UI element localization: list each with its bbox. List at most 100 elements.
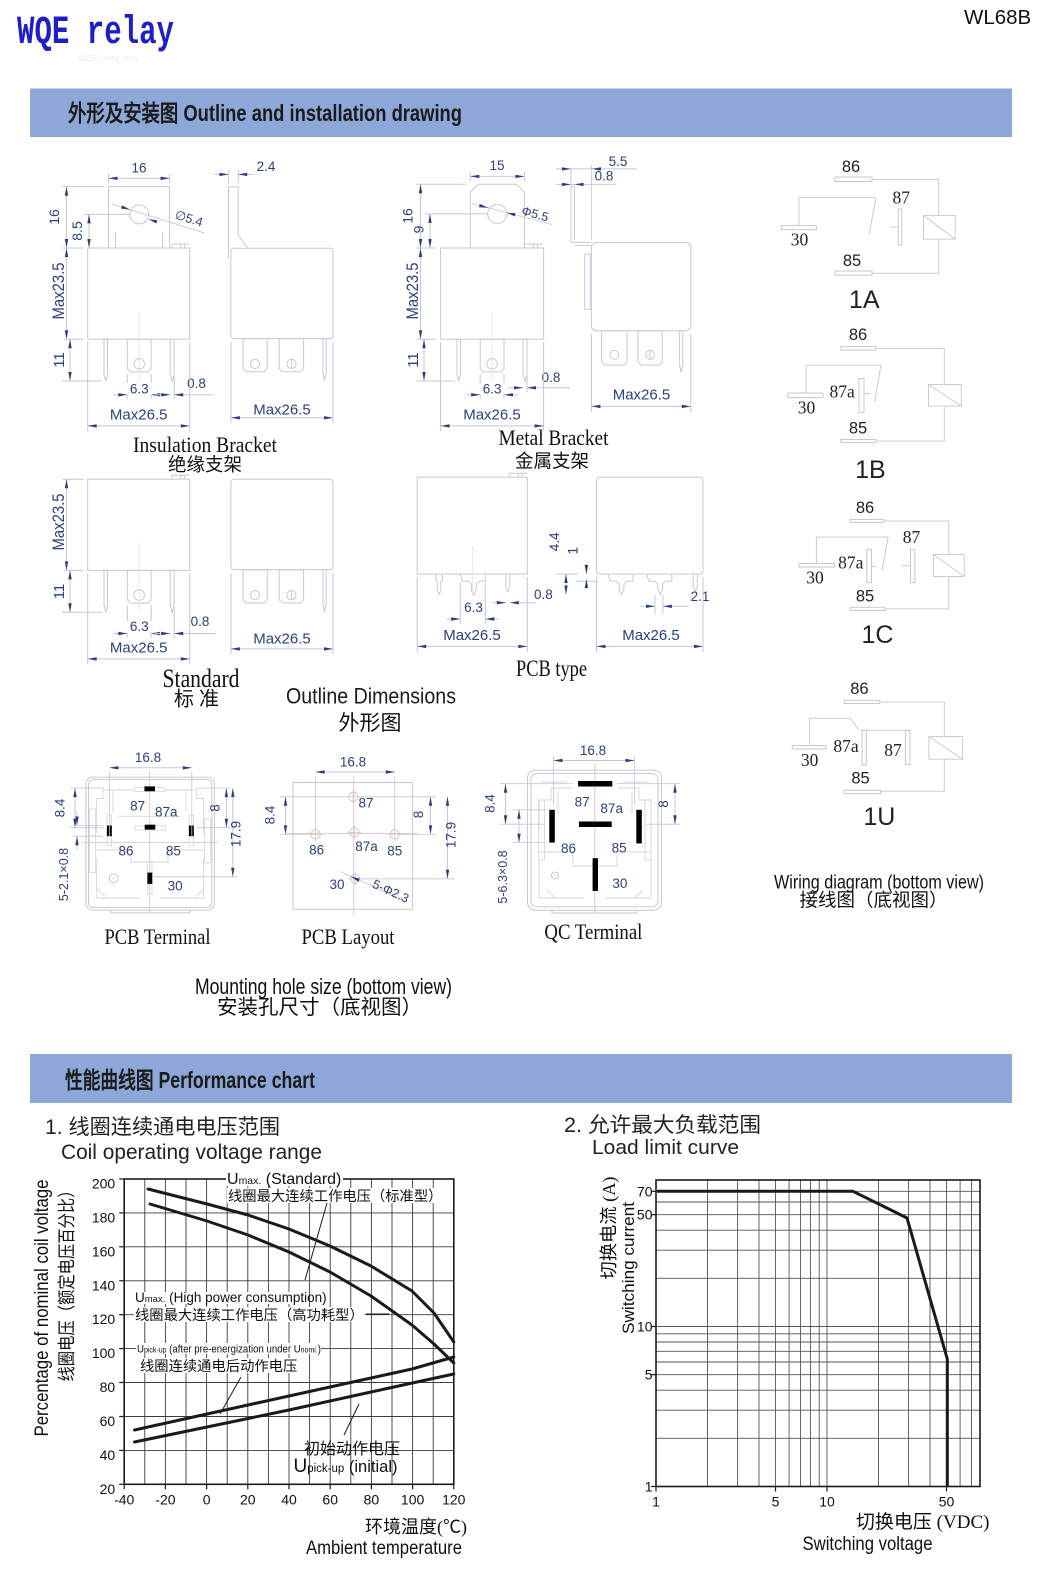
svg-text:外形及安装图 Outline and installatio: 外形及安装图 Outline and installation drawing xyxy=(68,100,462,126)
svg-text:40: 40 xyxy=(281,1491,297,1507)
svg-text:1: 1 xyxy=(566,547,581,555)
svg-text:WL68B: WL68B xyxy=(964,6,1031,29)
svg-text:5.5: 5.5 xyxy=(609,154,628,169)
svg-text:11: 11 xyxy=(405,352,422,368)
svg-text:0.8: 0.8 xyxy=(534,587,553,602)
svg-text:85: 85 xyxy=(166,843,181,858)
svg-text:标 准: 标 准 xyxy=(174,688,219,711)
svg-text:Max23.5: Max23.5 xyxy=(404,263,422,320)
svg-text:0.8: 0.8 xyxy=(595,169,614,184)
svg-text:0.8: 0.8 xyxy=(542,370,561,385)
svg-text:Max26.5: Max26.5 xyxy=(110,640,168,657)
svg-text:5-6.3×0.8: 5-6.3×0.8 xyxy=(496,850,510,903)
svg-text:16.8: 16.8 xyxy=(340,755,366,770)
svg-text:∅5.4: ∅5.4 xyxy=(173,208,204,230)
svg-text:85: 85 xyxy=(387,844,402,859)
svg-text:87: 87 xyxy=(575,795,590,810)
svg-text:160: 160 xyxy=(92,1243,116,1259)
svg-text:Upick-up (after pre-energizati: Upick-up (after pre-energization under U… xyxy=(137,1344,321,1356)
svg-text:Max26.5: Max26.5 xyxy=(253,631,311,648)
svg-text:外形图: 外形图 xyxy=(339,711,402,735)
svg-text:100: 100 xyxy=(401,1491,425,1507)
svg-text:Φ5.5: Φ5.5 xyxy=(520,204,550,225)
svg-text:86: 86 xyxy=(309,843,324,858)
svg-text:85: 85 xyxy=(612,841,627,856)
svg-text:120: 120 xyxy=(442,1491,466,1507)
svg-text:50: 50 xyxy=(637,1207,653,1223)
svg-text:5-2.1×0.8: 5-2.1×0.8 xyxy=(57,848,71,901)
svg-text:Ambient temperature: Ambient temperature xyxy=(306,1538,462,1559)
svg-text:初始动作电压: 初始动作电压 xyxy=(304,1440,400,1458)
svg-text:120: 120 xyxy=(92,1311,116,1327)
svg-text:切换电压 (VDC): 切换电压 (VDC) xyxy=(856,1511,990,1533)
svg-text:Metal Bracket: Metal Bracket xyxy=(499,425,609,450)
svg-text:绝缘支架: 绝缘支架 xyxy=(168,455,242,476)
svg-text:16.8: 16.8 xyxy=(580,743,606,758)
svg-text:Umax. (High power consumption): Umax. (High power consumption) xyxy=(135,1290,327,1305)
svg-text:Wiring diagram (bottom view): Wiring diagram (bottom view) xyxy=(774,872,984,894)
svg-text:Max26.5: Max26.5 xyxy=(613,387,671,404)
svg-text:Max26.5: Max26.5 xyxy=(443,627,501,644)
svg-text:Umax. (Standard): Umax. (Standard) xyxy=(227,1171,341,1188)
svg-text:200: 200 xyxy=(92,1176,116,1192)
svg-text:16: 16 xyxy=(46,209,62,225)
svg-text:Switching current: Switching current xyxy=(619,1202,638,1334)
svg-text:87: 87 xyxy=(358,796,373,811)
svg-text:Switching voltage: Switching voltage xyxy=(803,1534,933,1555)
svg-text:2.4: 2.4 xyxy=(257,159,276,174)
svg-text:85: 85 xyxy=(849,420,867,438)
svg-text:Upick-up (initial): Upick-up (initial) xyxy=(294,1456,398,1477)
svg-text:30: 30 xyxy=(791,230,809,250)
svg-text:环境温度(℃): 环境温度(℃) xyxy=(365,1517,467,1538)
svg-text:8.5: 8.5 xyxy=(69,221,85,241)
svg-text:86: 86 xyxy=(856,499,874,517)
svg-text:线圈电压（额定电压百分比）: 线圈电压（额定电压百分比） xyxy=(57,1183,77,1382)
svg-text:6.3: 6.3 xyxy=(130,381,149,396)
svg-text:17.9: 17.9 xyxy=(229,821,244,847)
svg-text:8.4: 8.4 xyxy=(263,805,278,824)
svg-text:线圈最大连续工作电压（高功耗型）: 线圈最大连续工作电压（高功耗型） xyxy=(135,1307,364,1324)
svg-text:金属支架: 金属支架 xyxy=(515,452,589,473)
svg-text:86: 86 xyxy=(850,680,868,698)
svg-text:Mounting hole size (bottom vie: Mounting hole size (bottom view) xyxy=(195,974,452,999)
svg-text:PCB Terminal: PCB Terminal xyxy=(105,924,211,949)
svg-text:切换电流 (A): 切换电流 (A) xyxy=(599,1177,620,1280)
svg-text:85: 85 xyxy=(851,770,869,788)
svg-text:8: 8 xyxy=(656,800,671,808)
svg-text:85: 85 xyxy=(843,252,861,270)
svg-text:16: 16 xyxy=(131,161,146,176)
svg-text:140: 140 xyxy=(92,1277,116,1293)
svg-text:80: 80 xyxy=(100,1379,116,1395)
svg-text:87a: 87a xyxy=(838,553,864,573)
svg-text:87a: 87a xyxy=(600,801,623,816)
svg-text:1U: 1U xyxy=(863,803,895,831)
svg-text:87a: 87a xyxy=(355,839,378,854)
svg-text:87a: 87a xyxy=(830,382,856,402)
svg-text:WQE relay: WQE relay xyxy=(17,11,174,56)
svg-text:20: 20 xyxy=(240,1491,256,1507)
svg-text:10: 10 xyxy=(637,1319,653,1335)
svg-text:1: 1 xyxy=(652,1494,660,1510)
svg-text:5-Φ2.3: 5-Φ2.3 xyxy=(370,877,411,906)
svg-text:-20: -20 xyxy=(155,1491,175,1507)
svg-text:30: 30 xyxy=(168,878,183,893)
svg-text:Outline Dimensions: Outline Dimensions xyxy=(286,684,456,709)
svg-text:40: 40 xyxy=(100,1447,116,1463)
svg-text:20: 20 xyxy=(100,1481,116,1497)
svg-text:2.1: 2.1 xyxy=(691,589,710,604)
svg-text:Coil operating voltage range: Coil operating voltage range xyxy=(61,1141,322,1164)
svg-text:0.8: 0.8 xyxy=(191,614,210,629)
svg-text:9: 9 xyxy=(411,225,427,233)
svg-text:11: 11 xyxy=(51,352,68,368)
svg-text:性能曲线图 Performance chart: 性能曲线图 Performance chart xyxy=(65,1067,315,1093)
svg-text:60: 60 xyxy=(100,1413,116,1429)
svg-text:86: 86 xyxy=(118,843,133,858)
svg-text:Max26.5: Max26.5 xyxy=(463,407,521,424)
svg-text:1A: 1A xyxy=(849,286,880,314)
svg-text:Standard: Standard xyxy=(163,664,240,693)
svg-text:11: 11 xyxy=(51,584,68,600)
svg-text:10: 10 xyxy=(819,1494,835,1510)
svg-text:180: 180 xyxy=(92,1209,116,1225)
svg-text:8: 8 xyxy=(411,811,426,819)
svg-text:87: 87 xyxy=(130,799,145,814)
